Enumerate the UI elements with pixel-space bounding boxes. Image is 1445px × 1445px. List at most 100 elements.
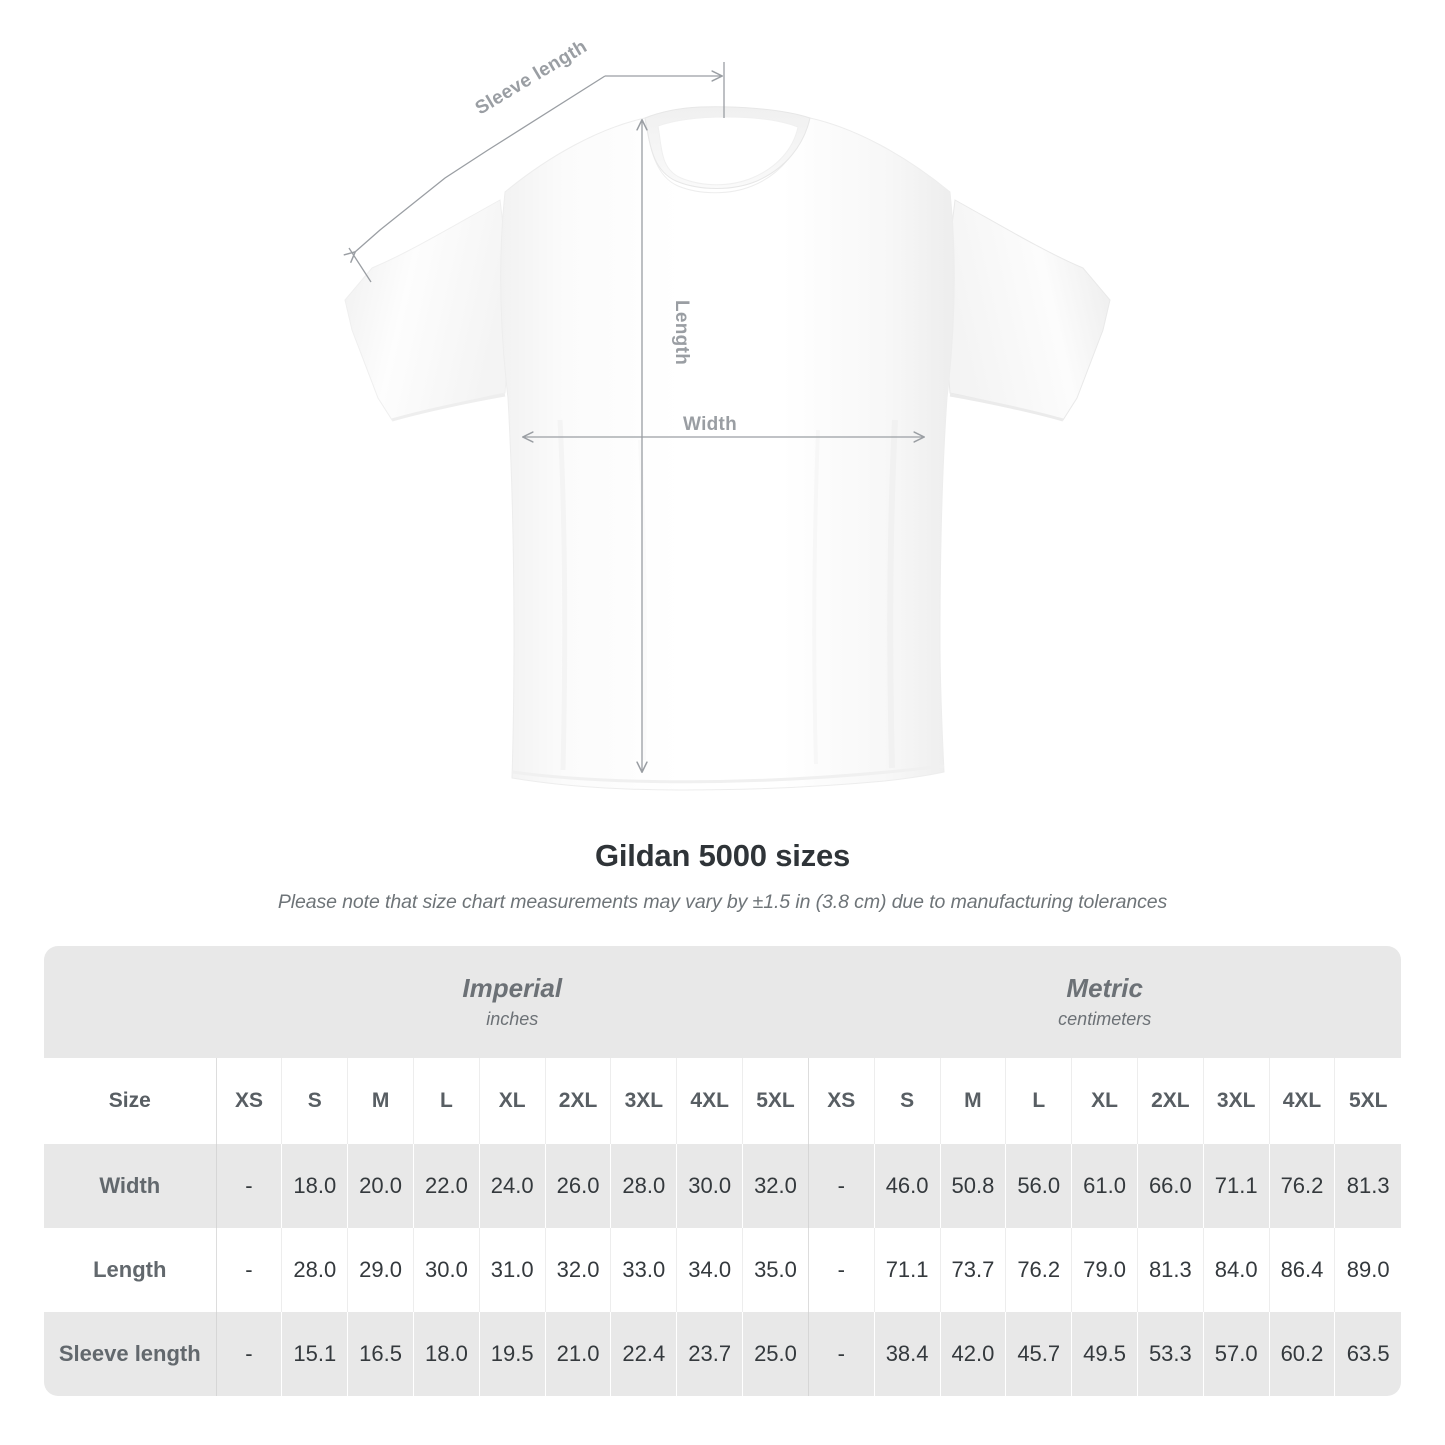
size-header-metric-3xl: 3XL: [1202, 1058, 1270, 1144]
cell-length-metric-2xl: 81.3: [1136, 1228, 1204, 1312]
size-chart-table: Imperial inches Metric centimeters Size …: [44, 946, 1401, 1396]
size-table-container: Imperial inches Metric centimeters Size …: [44, 946, 1401, 1396]
cell-length-metric-xs: -: [807, 1228, 875, 1312]
cell-width-metric-m: 50.8: [939, 1144, 1006, 1228]
page-title: Gildan 5000 sizes: [594, 838, 851, 873]
size-header-imperial-4xl: 4XL: [676, 1058, 743, 1144]
cell-sleeve-metric-l: 45.7: [1005, 1312, 1072, 1396]
cell-width-metric-l: 56.0: [1005, 1144, 1072, 1228]
cell-sleeve-imperial-xs: -: [215, 1312, 282, 1396]
cell-length-metric-4xl: 86.4: [1268, 1228, 1335, 1312]
cell-length-imperial-xl: 31.0: [478, 1228, 546, 1312]
row-label-sleeve-length: Sleeve length: [44, 1312, 217, 1396]
size-header-imperial-m: M: [347, 1058, 414, 1144]
size-header-imperial-xs: XS: [215, 1058, 282, 1144]
cell-width-metric-5xl: 81.3: [1334, 1144, 1401, 1228]
size-header-imperial-l: L: [413, 1058, 480, 1144]
width-label: Width: [683, 414, 737, 435]
cell-width-metric-xl: 61.0: [1071, 1144, 1138, 1228]
size-header-metric-2xl: 2XL: [1136, 1058, 1204, 1144]
cell-width-metric-2xl: 66.0: [1136, 1144, 1204, 1228]
size-header-metric-xs: XS: [807, 1058, 875, 1144]
cell-sleeve-metric-s: 38.4: [873, 1312, 941, 1396]
cell-width-imperial-xl: 24.0: [478, 1144, 546, 1228]
size-header-imperial-xl: XL: [478, 1058, 546, 1144]
chart-heading: Gildan 5000 sizes Please note that size …: [0, 838, 1445, 914]
cell-length-imperial-2xl: 32.0: [544, 1228, 611, 1312]
cell-sleeve-imperial-5xl: 25.0: [742, 1312, 809, 1396]
cell-sleeve-metric-2xl: 53.3: [1136, 1312, 1204, 1396]
tshirt-silhouette: [344, 106, 1111, 791]
cell-length-metric-m: 73.7: [939, 1228, 1006, 1312]
table-row: Sleeve length - 15.1 16.5 18.0 19.5 21.0…: [44, 1312, 1401, 1396]
cell-width-imperial-4xl: 30.0: [676, 1144, 743, 1228]
cell-width-imperial-2xl: 26.0: [544, 1144, 611, 1228]
cell-sleeve-imperial-s: 15.1: [281, 1312, 348, 1396]
cell-width-imperial-m: 20.0: [347, 1144, 414, 1228]
tolerance-note: Please note that size chart measurements…: [277, 891, 1168, 913]
cell-width-metric-xs: -: [807, 1144, 875, 1228]
cell-sleeve-imperial-xl: 19.5: [478, 1312, 546, 1396]
unit-group-imperial-sub: inches: [486, 1009, 539, 1030]
cell-sleeve-imperial-m: 16.5: [347, 1312, 414, 1396]
width-dimension: Width: [521, 414, 926, 443]
cell-length-imperial-xs: -: [215, 1228, 282, 1312]
cell-width-imperial-s: 18.0: [281, 1144, 348, 1228]
cell-width-imperial-l: 22.0: [413, 1144, 480, 1228]
cell-length-imperial-s: 28.0: [281, 1228, 348, 1312]
cell-sleeve-imperial-3xl: 22.4: [610, 1312, 677, 1396]
cell-sleeve-metric-xl: 49.5: [1071, 1312, 1138, 1396]
cell-width-metric-s: 46.0: [873, 1144, 941, 1228]
size-header-metric-4xl: 4XL: [1268, 1058, 1335, 1144]
cell-length-metric-5xl: 89.0: [1334, 1228, 1401, 1312]
cell-width-metric-4xl: 76.2: [1268, 1144, 1335, 1228]
cell-length-metric-l: 76.2: [1005, 1228, 1072, 1312]
cell-sleeve-metric-5xl: 63.5: [1334, 1312, 1401, 1396]
size-header-imperial-s: S: [281, 1058, 348, 1144]
cell-width-metric-3xl: 71.1: [1202, 1144, 1270, 1228]
unit-band-spacer: [44, 946, 217, 1058]
unit-group-metric-sub: centimeters: [1058, 1009, 1152, 1030]
cell-sleeve-metric-m: 42.0: [939, 1312, 1006, 1396]
size-header-metric-l: L: [1005, 1058, 1072, 1144]
length-dimension: Length: [636, 118, 692, 774]
unit-group-imperial: Imperial inches: [216, 946, 809, 1058]
cell-sleeve-imperial-l: 18.0: [413, 1312, 480, 1396]
cell-length-imperial-m: 29.0: [347, 1228, 414, 1312]
table-row: Length - 28.0 29.0 30.0 31.0 32.0 33.0 3…: [44, 1228, 1401, 1312]
size-header-metric-s: S: [873, 1058, 941, 1144]
cell-sleeve-imperial-2xl: 21.0: [544, 1312, 611, 1396]
cell-length-metric-xl: 79.0: [1071, 1228, 1138, 1312]
unit-group-metric: Metric centimeters: [808, 946, 1401, 1058]
cell-width-imperial-xs: -: [215, 1144, 282, 1228]
cell-length-metric-3xl: 84.0: [1202, 1228, 1270, 1312]
size-header-row: Size XS S M L XL 2XL 3XL 4XL 5XL XS S M …: [44, 1058, 1401, 1144]
cell-sleeve-metric-xs: -: [807, 1312, 875, 1396]
cell-length-metric-s: 71.1: [873, 1228, 941, 1312]
size-header-label: Size: [44, 1058, 217, 1144]
cell-sleeve-metric-3xl: 57.0: [1202, 1312, 1270, 1396]
cell-length-imperial-3xl: 33.0: [610, 1228, 677, 1312]
cell-length-imperial-4xl: 34.0: [676, 1228, 743, 1312]
tshirt-measurement-diagram: Sleeve length Length Width: [343, 36, 1111, 791]
unit-group-metric-name: Metric: [1066, 972, 1143, 1003]
cell-width-imperial-3xl: 28.0: [610, 1144, 677, 1228]
table-row: Width - 18.0 20.0 22.0 24.0 26.0 28.0 30…: [44, 1144, 1401, 1228]
size-header-metric-m: M: [939, 1058, 1006, 1144]
row-label-length: Length: [44, 1228, 217, 1312]
sleeve-length-label: Sleeve length: [472, 36, 591, 119]
unit-group-row: Imperial inches Metric centimeters: [44, 946, 1401, 1058]
cell-length-imperial-l: 30.0: [413, 1228, 480, 1312]
size-header-metric-xl: XL: [1071, 1058, 1138, 1144]
size-header-imperial-3xl: 3XL: [610, 1058, 677, 1144]
length-label: Length: [671, 300, 692, 365]
size-header-imperial-2xl: 2XL: [544, 1058, 611, 1144]
row-label-width: Width: [44, 1144, 217, 1228]
cell-length-imperial-5xl: 35.0: [742, 1228, 809, 1312]
size-header-imperial-5xl: 5XL: [742, 1058, 809, 1144]
cell-width-imperial-5xl: 32.0: [742, 1144, 809, 1228]
cell-sleeve-metric-4xl: 60.2: [1268, 1312, 1335, 1396]
size-header-metric-5xl: 5XL: [1334, 1058, 1401, 1144]
cell-sleeve-imperial-4xl: 23.7: [676, 1312, 743, 1396]
